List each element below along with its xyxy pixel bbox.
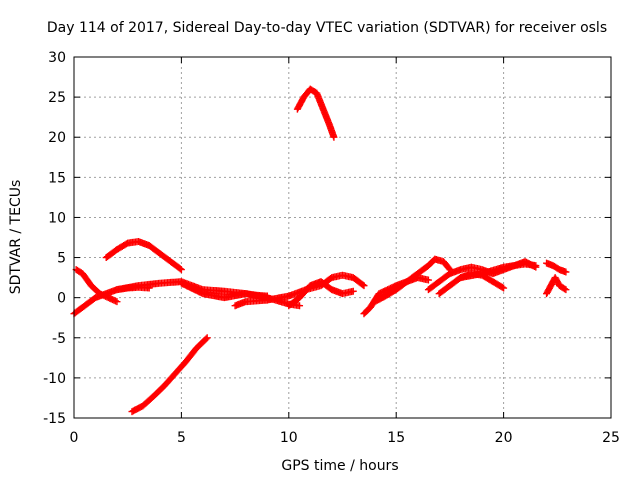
series-arc-g — [177, 279, 271, 302]
series-marker — [498, 283, 506, 291]
series-arc-n — [457, 260, 540, 282]
data-point — [113, 298, 121, 306]
series-arc-b — [128, 334, 211, 416]
series-arc-h — [231, 271, 368, 310]
data-point — [532, 262, 540, 270]
series-marker — [202, 335, 210, 343]
grid — [74, 57, 611, 418]
x-tick-label: 20 — [495, 430, 513, 446]
y-tick-label: 5 — [57, 251, 66, 267]
series-arc-p — [543, 274, 570, 298]
series-marker — [561, 285, 569, 293]
data-point — [500, 284, 508, 292]
data-point — [349, 287, 357, 295]
y-tick-label: 30 — [48, 50, 66, 66]
y-tick-label: 15 — [48, 170, 66, 186]
y-tick-label: 25 — [48, 90, 66, 106]
data-point — [424, 276, 432, 284]
x-tick-label: 25 — [602, 430, 620, 446]
plot-frame — [73, 56, 612, 419]
y-tick-label: -15 — [43, 411, 66, 427]
series-arc-i — [285, 278, 357, 310]
x-axis-label: GPS time / hours — [281, 458, 398, 474]
series-layer — [70, 85, 570, 416]
data-point — [330, 133, 338, 141]
y-axis-label: SDTVAR / TECUs — [8, 180, 24, 295]
y-tick-label: 20 — [48, 130, 66, 146]
series-arc-k — [371, 255, 454, 306]
y-tick-label: 10 — [48, 210, 66, 226]
x-tick-label: 5 — [177, 430, 186, 446]
data-point — [177, 266, 185, 274]
x-tick-label: 0 — [70, 430, 79, 446]
series-arc-o — [543, 259, 570, 276]
ticks: -15 -10 -5 0 5 10 15 20 25 30 0 5 10 15 20 25 — [43, 50, 620, 446]
x-tick-label: 15 — [387, 430, 405, 446]
series-arc-e — [72, 266, 121, 306]
series-marker — [445, 264, 453, 272]
data-point — [203, 334, 211, 342]
series-arc-a — [102, 238, 185, 274]
data-point — [562, 268, 570, 276]
data-point — [562, 286, 570, 294]
data-point — [296, 302, 304, 310]
x-tick-label: 10 — [280, 430, 298, 446]
series-marker — [359, 281, 367, 289]
series-marker — [176, 265, 184, 273]
y-tick-label: 0 — [57, 291, 66, 307]
data-point — [360, 282, 368, 290]
chart-title: Day 114 of 2017, Sidereal Day-to-day VTE… — [47, 20, 607, 36]
series-arc-c — [293, 85, 338, 141]
y-tick-label: -10 — [43, 371, 66, 387]
y-tick-label: -5 — [52, 331, 66, 347]
